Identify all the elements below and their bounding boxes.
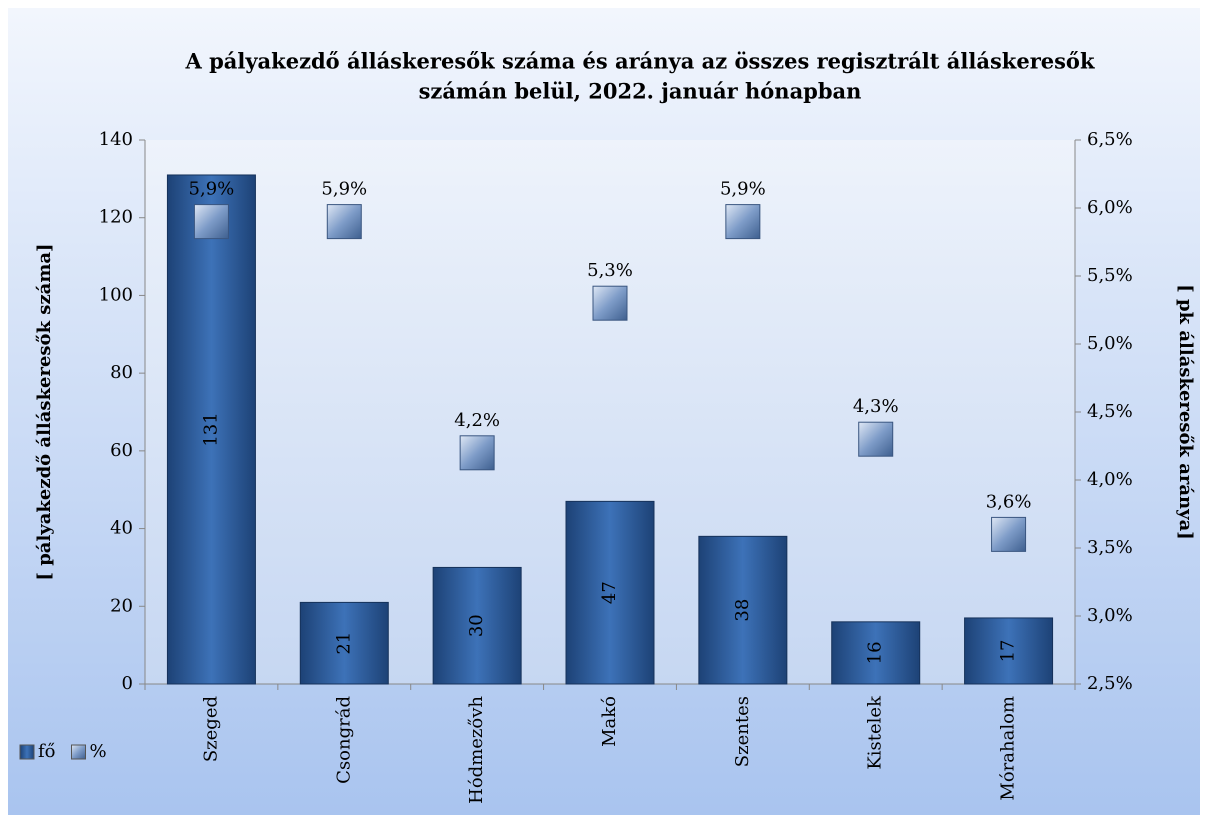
bar xyxy=(831,621,921,685)
marker xyxy=(991,516,1027,552)
y2-tick-label: 3,0% xyxy=(1087,605,1133,626)
x-tick-label: Mórahalom xyxy=(998,696,1019,801)
y-tick-label: 140 xyxy=(99,129,133,150)
y-tick-label: 0 xyxy=(122,673,133,694)
bar xyxy=(299,601,389,685)
marker-label: 5,9% xyxy=(321,179,367,200)
legend-label: fő xyxy=(38,741,56,762)
bar-label: 131 xyxy=(200,412,221,446)
y-tick-label: 40 xyxy=(110,518,133,539)
y-axis-title: [ pályakezdő álláskeresők száma] xyxy=(34,243,55,580)
marker-label: 4,2% xyxy=(454,410,500,431)
x-tick-label: Szeged xyxy=(200,696,221,762)
bar-label: 16 xyxy=(865,641,886,664)
chart-subtitle: számán belül, 2022. január hónapban xyxy=(419,79,862,104)
legend-label: % xyxy=(90,741,107,762)
bar-label: 21 xyxy=(333,632,354,655)
y2-tick-label: 3,5% xyxy=(1087,537,1133,558)
y2-tick-label: 2,5% xyxy=(1087,673,1133,694)
y-tick-label: 80 xyxy=(110,362,133,383)
legend-swatch xyxy=(19,744,35,760)
bar xyxy=(698,535,788,685)
marker-label: 5,9% xyxy=(189,179,235,200)
y2-tick-label: 4,0% xyxy=(1087,469,1133,490)
y2-tick-label: 6,5% xyxy=(1087,129,1133,150)
marker xyxy=(459,435,495,471)
y-tick-label: 120 xyxy=(99,207,133,228)
bar xyxy=(166,174,256,685)
x-tick-label: Makó xyxy=(599,696,620,747)
marker xyxy=(193,204,229,240)
legend-swatch xyxy=(71,744,86,760)
y2-tick-label: 5,0% xyxy=(1087,333,1133,354)
x-tick-label: Csongrád xyxy=(333,696,354,784)
bar xyxy=(964,617,1054,685)
y2-tick-label: 4,5% xyxy=(1087,401,1133,422)
marker xyxy=(725,204,761,240)
bar-label: 38 xyxy=(732,599,753,622)
x-tick-label: Kistelek xyxy=(865,695,886,770)
marker xyxy=(858,421,894,457)
chart-title: A pályakezdő álláskeresők száma és arány… xyxy=(184,49,1094,74)
marker-label: 5,9% xyxy=(720,179,766,200)
x-tick-label: Hódmezővh xyxy=(466,696,487,804)
x-tick-label: Szentes xyxy=(732,696,753,767)
marker-label: 3,6% xyxy=(986,491,1032,512)
y2-tick-label: 5,5% xyxy=(1087,265,1133,286)
bar-label: 17 xyxy=(998,640,1019,663)
y-tick-label: 20 xyxy=(110,595,133,616)
bar-label: 47 xyxy=(599,581,620,604)
y2-tick-label: 6,0% xyxy=(1087,197,1133,218)
y-tick-label: 100 xyxy=(99,284,133,305)
marker-label: 4,3% xyxy=(853,396,899,417)
y2-axis-title: [ pk álláskeresők aránya] xyxy=(1175,284,1196,540)
bar-label: 30 xyxy=(466,614,487,637)
marker xyxy=(592,285,628,321)
bar xyxy=(432,566,522,685)
marker xyxy=(326,204,362,240)
bar xyxy=(565,500,655,685)
marker-label: 5,3% xyxy=(587,260,633,281)
y-tick-label: 60 xyxy=(110,440,133,461)
